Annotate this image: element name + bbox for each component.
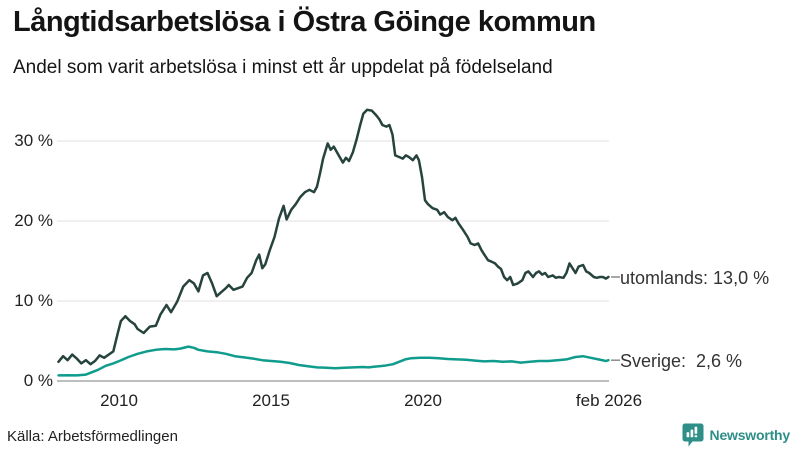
x-tick-2010: 2010: [100, 391, 138, 410]
y-tick-10: 10 %: [14, 291, 53, 310]
y-tick-20: 20 %: [14, 211, 53, 230]
y-tick-0: 0 %: [23, 371, 53, 390]
x-tick-2015: 2015: [252, 391, 290, 410]
chart-subtitle: Andel som varit arbetslösa i minst ett å…: [13, 57, 553, 78]
series-label-sverige: Sverige: 2,6 %: [620, 351, 743, 371]
y-tick-30: 30 %: [14, 131, 53, 150]
series-label-utomlands: utomlands: 13,0 %: [620, 268, 770, 288]
series-line-utomlands: [57, 108, 610, 366]
x-tick-2020: 2020: [404, 391, 442, 410]
series-line-sverige: [57, 345, 610, 377]
newsworthy-logo: Newsworthy: [682, 423, 790, 447]
newsworthy-chart-bubble-icon: [682, 423, 704, 447]
newsworthy-wordmark: Newsworthy: [709, 427, 791, 443]
source-note: Källa: Arbetsförmedlingen: [7, 428, 178, 445]
x-tick-feb-2026: feb 2026: [575, 391, 643, 410]
page-title: Långtidsarbetslösa i Östra Göinge kommun: [13, 6, 596, 38]
